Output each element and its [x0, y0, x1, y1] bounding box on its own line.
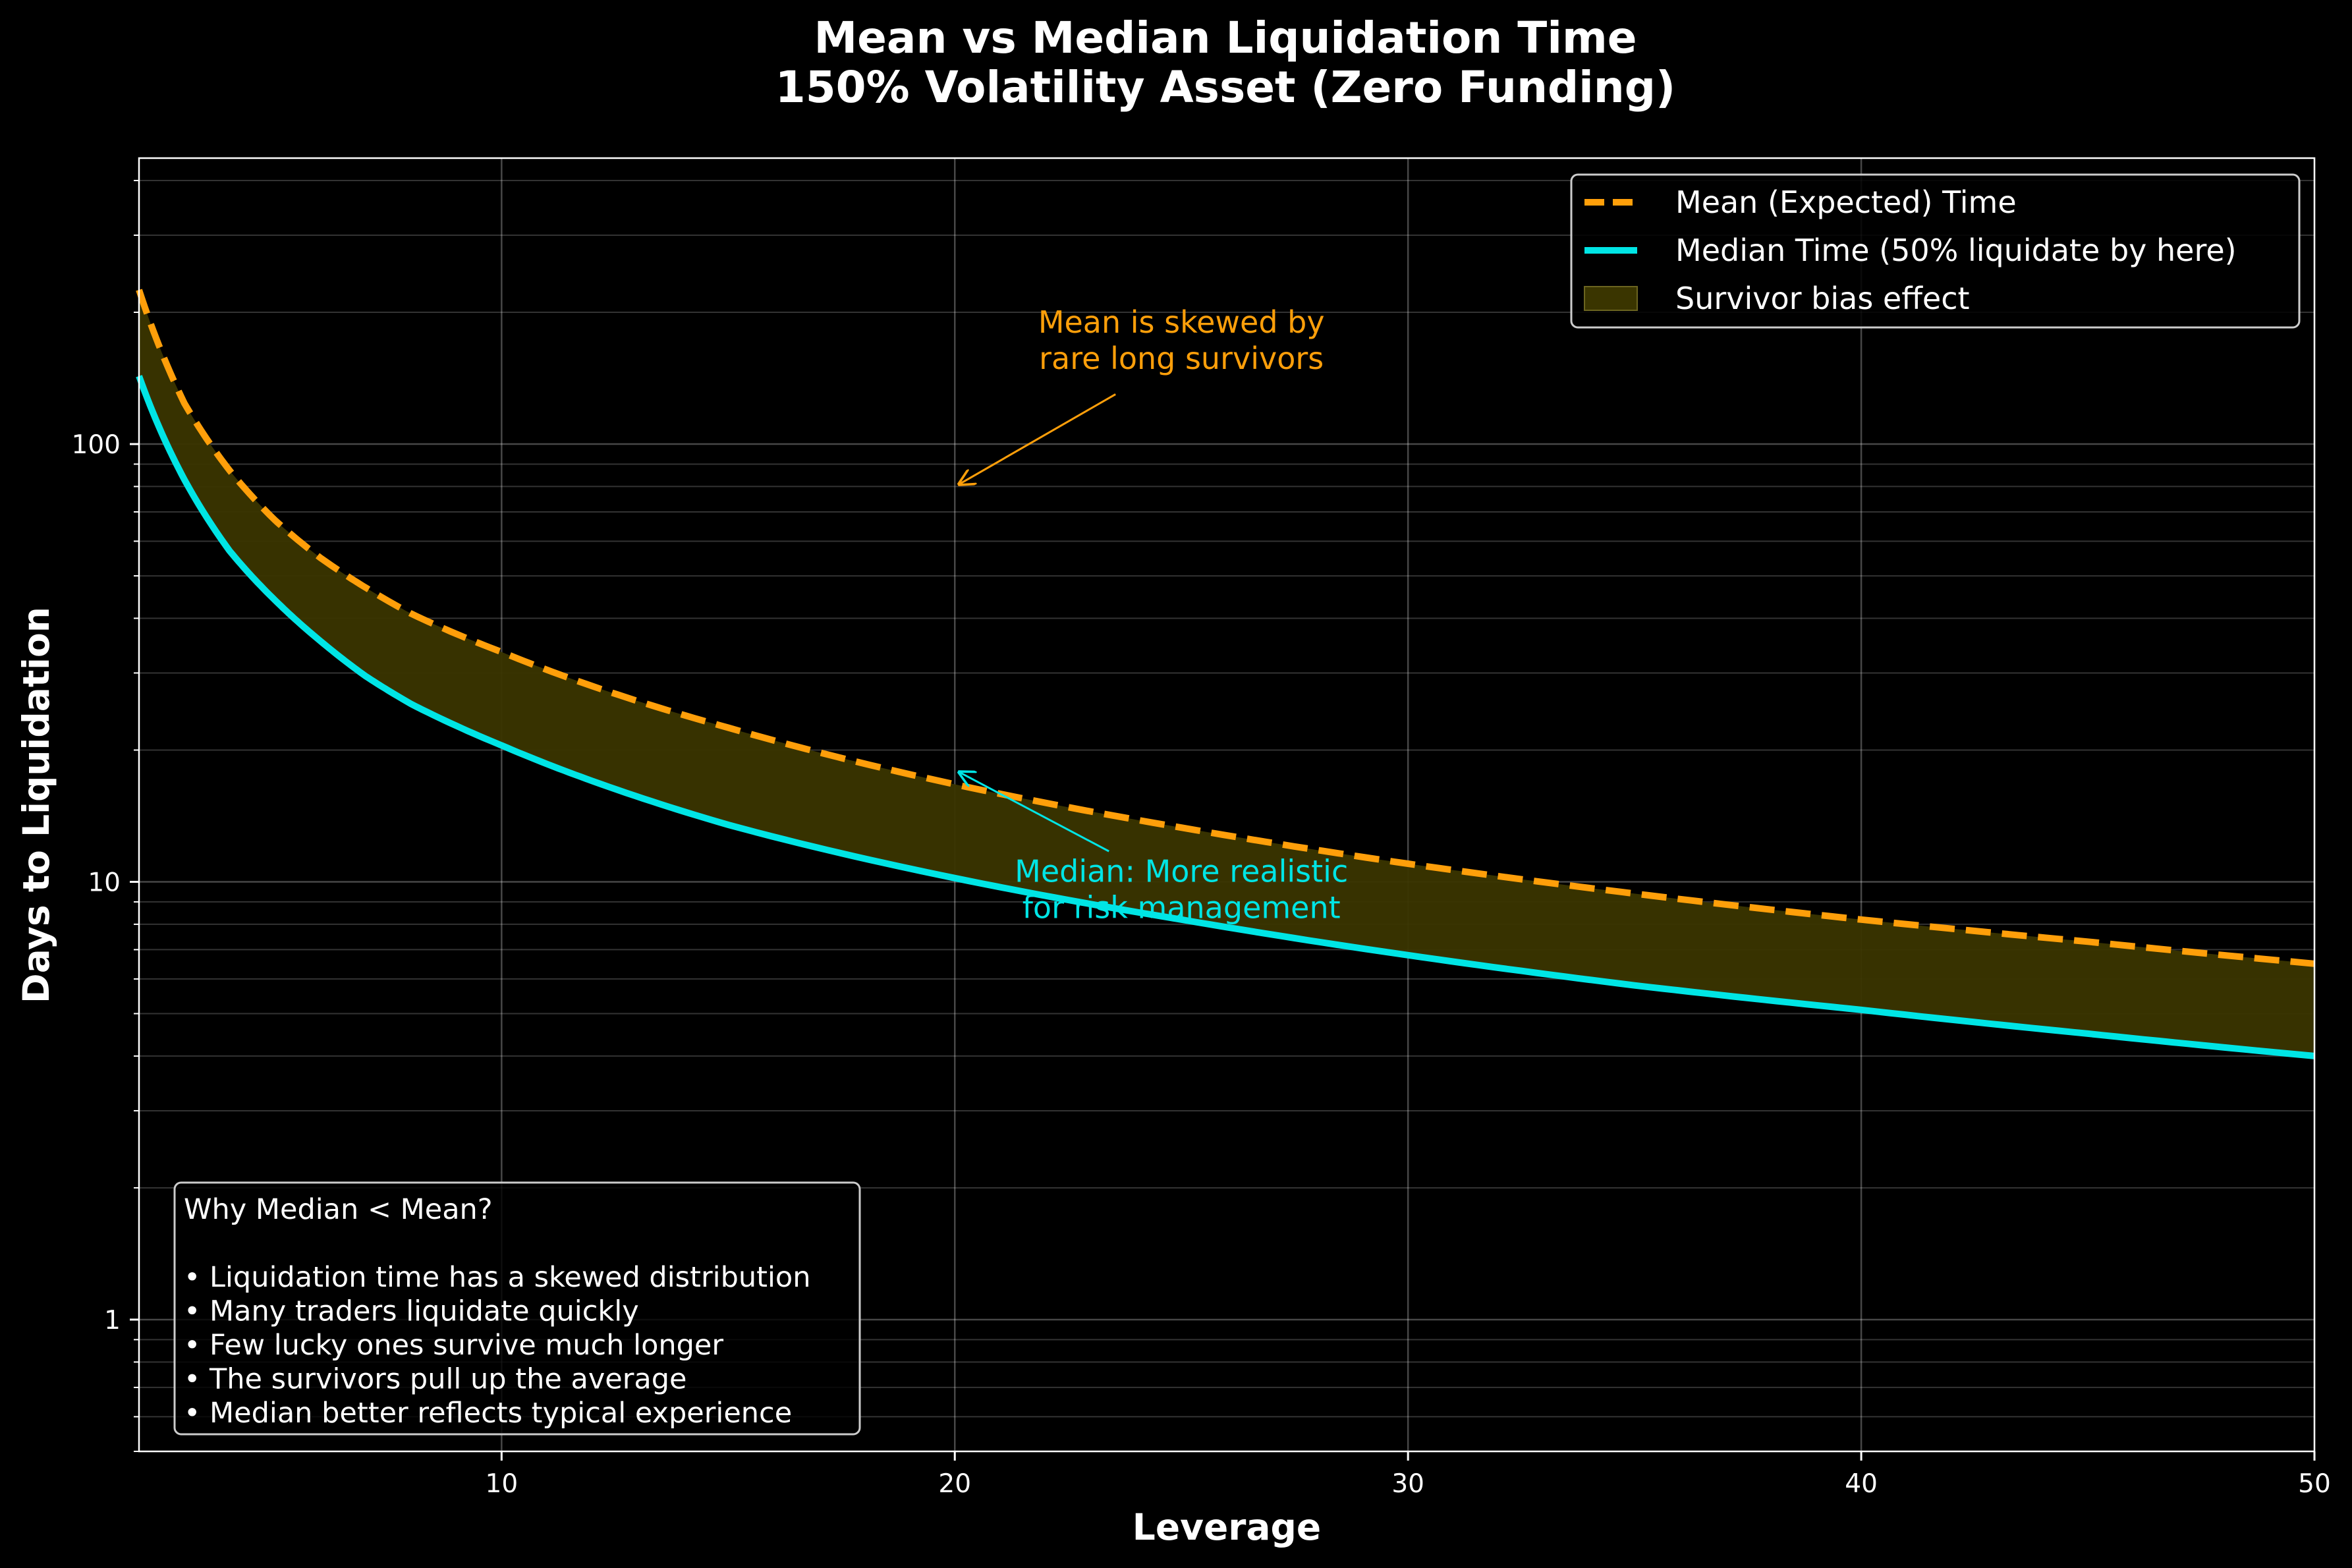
- y-tick-label-10: 10: [88, 868, 121, 898]
- info-line-3: • Many traders liquidate quickly: [184, 1295, 639, 1328]
- annotation-1-line-0: Median: More realistic: [1015, 854, 1348, 889]
- annotation-arrow-0: [959, 393, 1116, 484]
- legend-item-mean-label: Mean (Expected) Time: [1675, 184, 2017, 220]
- annotation-arrow-1: [959, 772, 1109, 853]
- plot-border: [138, 157, 2316, 1453]
- plot-frame: [138, 157, 2316, 1453]
- x-tick-label-40: 40: [1845, 1469, 1878, 1499]
- survivor-bias-area: [139, 290, 2314, 1056]
- annotation-0-line-0: Mean is skewed by: [1038, 304, 1325, 340]
- info-line-5: • The survivors pull up the average: [184, 1363, 687, 1396]
- info-line-6: • Median better reflects typical experie…: [184, 1397, 792, 1430]
- chart-title-line-2: 150% Volatility Asset (Zero Funding): [775, 62, 1675, 113]
- annotation-0-line-1: rare long survivors: [1039, 341, 1324, 376]
- legend-item-median-label: Median Time (50% liquidate by here): [1675, 233, 2237, 268]
- info-line-2: • Liquidation time has a skewed distribu…: [184, 1261, 810, 1294]
- chart-title-line-1: Mean vs Median Liquidation Time: [814, 13, 1637, 63]
- x-tick-label-50: 50: [2298, 1469, 2331, 1499]
- y-axis-label: Days to Liquidation: [15, 607, 57, 1003]
- legend-item-survivor-bias-label: Survivor bias effect: [1675, 281, 1970, 316]
- info-line-4: • Few lucky ones survive much longer: [184, 1329, 723, 1362]
- y-tick-label-1: 1: [104, 1306, 121, 1335]
- axis-ticks: 10 20 30 40 50 1 10 100: [72, 179, 2331, 1499]
- x-tick-label-20: 20: [938, 1469, 971, 1499]
- legend-box: [1570, 173, 2301, 329]
- info-box: Why Median < Mean? • Liquidation time has…: [173, 1181, 861, 1436]
- annotation-1-line-1: for risk management: [1022, 890, 1341, 926]
- survivor-bias-fill: [139, 290, 2314, 1056]
- legend: Mean (Expected) Time Median Time (50% liq…: [1570, 173, 2301, 329]
- x-tick-label-10: 10: [486, 1469, 518, 1499]
- median-line: [136, 375, 2315, 1059]
- y-tick-label-100: 100: [72, 430, 121, 460]
- series-lines: [136, 289, 2315, 1059]
- info-line-0: Why Median < Mean?: [184, 1193, 493, 1226]
- info-box-frame: [173, 1181, 861, 1436]
- mean-line: [136, 289, 2315, 967]
- x-tick-label-30: 30: [1391, 1469, 1424, 1499]
- legend-item-survivor-bias-swatch: [1584, 286, 1638, 311]
- x-axis-label: Leverage: [1133, 1506, 1321, 1548]
